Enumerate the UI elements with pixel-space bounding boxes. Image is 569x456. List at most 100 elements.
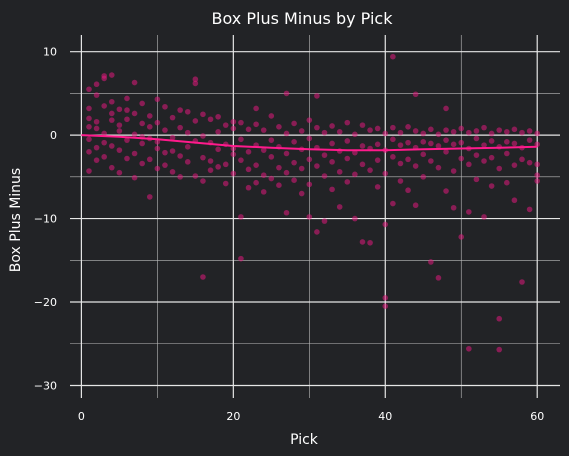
data-point xyxy=(374,184,381,190)
data-point xyxy=(359,143,366,149)
data-point xyxy=(184,129,191,136)
data-point xyxy=(283,209,290,216)
data-point xyxy=(412,202,419,209)
data-point xyxy=(397,160,404,167)
data-point xyxy=(374,125,381,132)
data-point xyxy=(124,116,130,123)
data-point xyxy=(390,53,396,60)
y-axis-label: Box Plus Minus xyxy=(8,168,24,272)
data-point xyxy=(397,142,404,148)
data-point xyxy=(291,177,297,183)
data-point xyxy=(420,151,427,158)
data-point xyxy=(139,120,145,127)
data-point xyxy=(428,158,434,164)
data-point xyxy=(146,156,153,163)
data-point xyxy=(245,126,252,133)
y-tick-label: 0 xyxy=(50,129,57,142)
data-point xyxy=(352,131,358,138)
data-point xyxy=(519,129,525,136)
data-point xyxy=(222,161,229,168)
data-point xyxy=(359,122,366,128)
data-point xyxy=(154,165,161,172)
data-point xyxy=(124,95,130,102)
data-point xyxy=(276,164,282,171)
data-point xyxy=(207,116,214,123)
data-point xyxy=(511,162,518,168)
data-point xyxy=(108,117,115,123)
data-point xyxy=(238,214,244,220)
data-point xyxy=(443,188,449,194)
data-point xyxy=(268,175,275,182)
data-point xyxy=(192,173,199,179)
data-point xyxy=(86,123,92,130)
data-point xyxy=(344,119,351,126)
data-point xyxy=(116,169,123,176)
data-point xyxy=(390,200,396,207)
data-point xyxy=(336,169,343,175)
data-point xyxy=(253,121,259,128)
data-point xyxy=(298,165,305,172)
data-point xyxy=(534,172,541,178)
trend-line xyxy=(81,134,538,152)
data-point xyxy=(306,156,313,163)
data-point xyxy=(420,174,427,180)
data-point xyxy=(192,80,199,87)
data-point xyxy=(230,170,237,177)
data-point xyxy=(458,155,465,162)
data-point xyxy=(458,125,465,132)
data-point xyxy=(146,123,153,130)
data-point xyxy=(488,138,495,144)
data-point xyxy=(260,189,267,195)
data-point xyxy=(359,161,366,168)
data-point xyxy=(374,157,381,163)
data-point xyxy=(245,166,252,173)
data-point xyxy=(139,160,145,167)
data-point xyxy=(238,119,244,126)
data-point xyxy=(488,183,495,189)
data-point xyxy=(344,155,351,162)
data-point xyxy=(466,161,472,168)
data-point xyxy=(352,171,358,178)
data-point xyxy=(146,194,153,200)
data-point xyxy=(473,135,480,142)
data-point xyxy=(382,221,389,228)
grid xyxy=(70,35,560,398)
data-point xyxy=(481,214,487,220)
data-point xyxy=(230,125,237,132)
trend-line-group xyxy=(81,134,538,152)
data-point xyxy=(488,130,495,137)
data-point xyxy=(93,118,100,125)
data-point xyxy=(200,274,206,280)
data-point xyxy=(488,154,495,161)
data-point xyxy=(367,239,373,246)
data-point xyxy=(222,180,229,187)
data-point xyxy=(291,139,297,145)
data-point xyxy=(93,92,100,98)
data-point xyxy=(526,206,533,213)
data-point xyxy=(473,152,480,158)
data-point xyxy=(352,149,358,156)
data-point xyxy=(245,184,252,191)
data-point xyxy=(450,129,457,135)
y-tick-label: 10 xyxy=(43,46,57,59)
data-point xyxy=(177,153,183,159)
data-point xyxy=(481,124,487,131)
data-point xyxy=(238,255,244,262)
data-point xyxy=(245,149,252,155)
data-point xyxy=(306,117,313,123)
data-point xyxy=(131,150,138,157)
data-point xyxy=(435,275,442,281)
data-point xyxy=(86,149,92,155)
data-point xyxy=(314,93,320,99)
data-point xyxy=(291,159,297,166)
data-point xyxy=(86,168,92,174)
data-point xyxy=(131,131,138,138)
data-point xyxy=(268,154,275,160)
data-point xyxy=(184,108,191,115)
data-point xyxy=(504,179,510,186)
data-point xyxy=(268,113,275,119)
data-point xyxy=(162,103,168,110)
data-point xyxy=(314,163,320,169)
